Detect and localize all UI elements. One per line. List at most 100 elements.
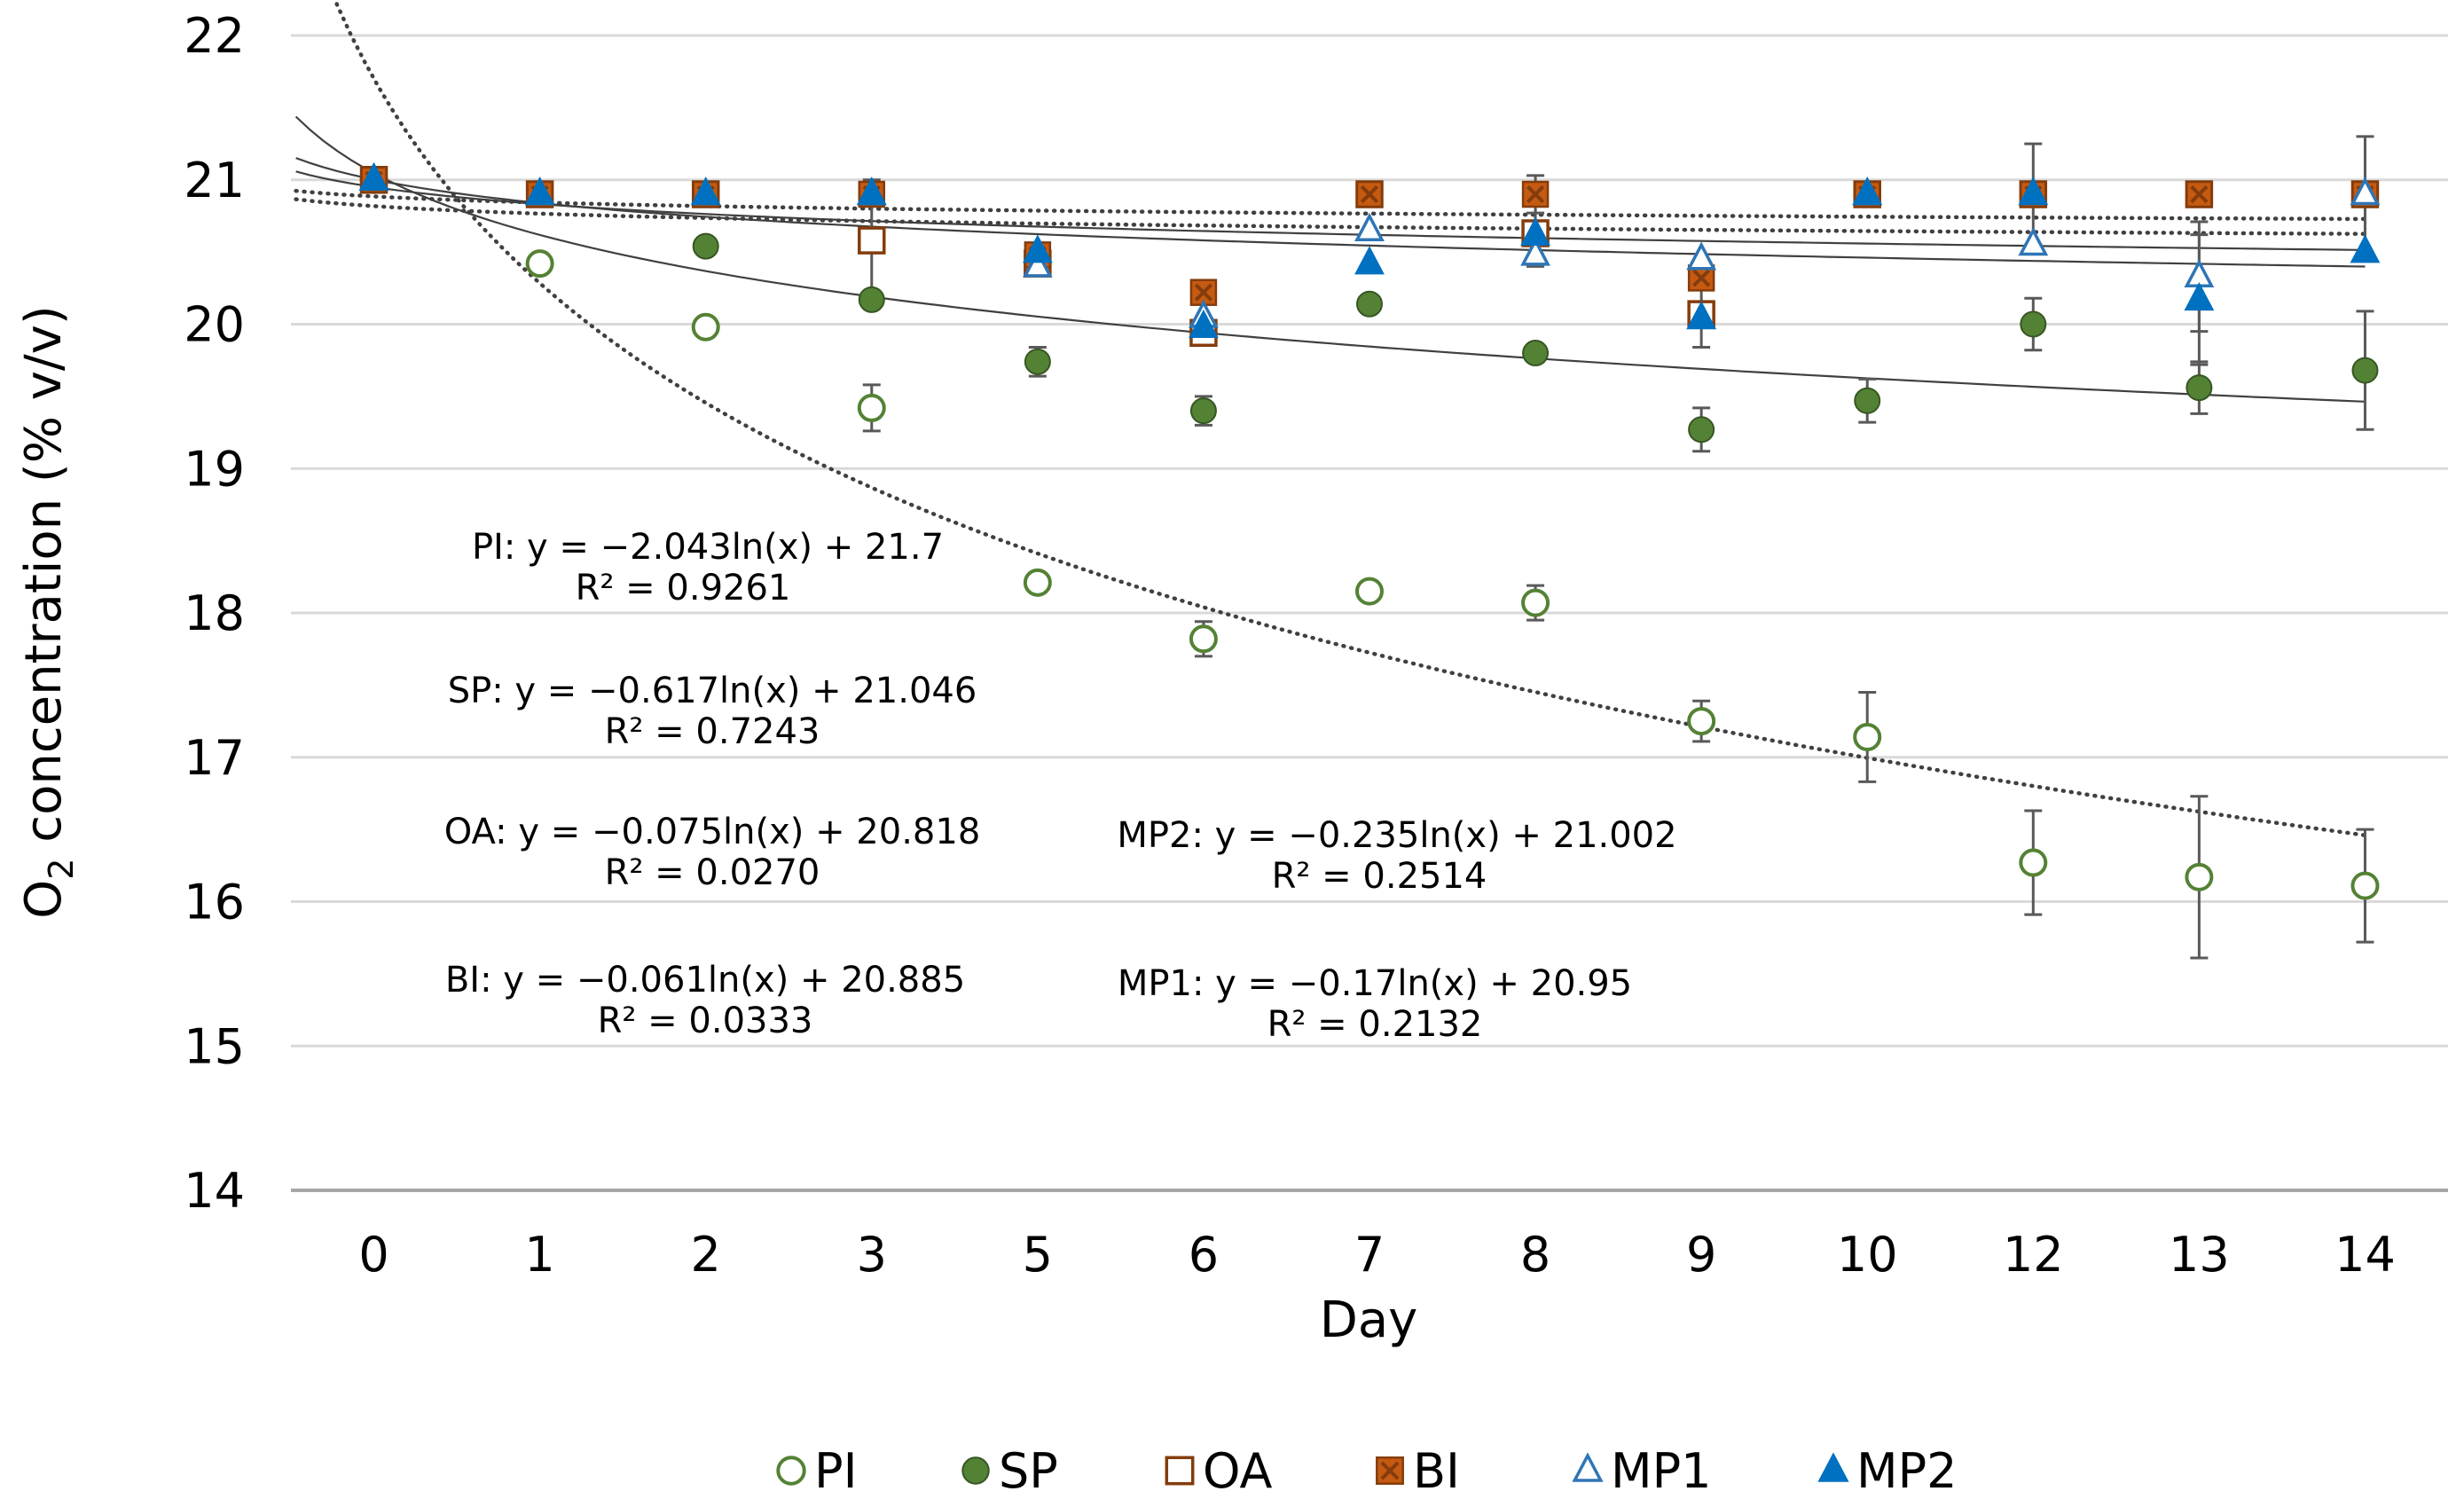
point-mp2-8 <box>1520 216 1550 246</box>
marker-shape <box>525 249 554 279</box>
marker-cross <box>1380 1461 1400 1480</box>
point-mp2-13 <box>2184 281 2215 311</box>
marker-shape <box>1356 290 1383 318</box>
equation-oa: OA: y = −0.075ln(x) + 20.818 <box>444 812 981 852</box>
y-tick-label-14: 14 <box>184 1163 245 1219</box>
marker-shape <box>1355 577 1384 606</box>
marker-shape <box>1688 416 1715 443</box>
marker-cross <box>2190 184 2209 204</box>
marker-shape <box>1189 624 1218 654</box>
marker-shape <box>1853 722 1882 751</box>
equation-mp2: MP2: y = −0.235ln(x) + 21.002 <box>1117 815 1676 856</box>
point-pi-10 <box>1853 722 1882 751</box>
marker-shape <box>1022 234 1053 263</box>
point-sp-10 <box>1854 387 1881 414</box>
point-mp2-14 <box>2350 234 2381 263</box>
legend-item-oa: OA <box>1165 1443 1273 1499</box>
y-tick-label-17: 17 <box>184 730 245 786</box>
marker-shape <box>1022 248 1053 278</box>
y-tick-label-20: 20 <box>184 297 245 353</box>
x-axis-label: Day <box>1320 1291 1418 1349</box>
point-pi-12 <box>2019 848 2048 877</box>
point-bi-8 <box>1521 180 1550 208</box>
x-tick-label-13: 13 <box>2169 1227 2230 1283</box>
point-pi-1 <box>525 249 554 279</box>
point-mp2-10 <box>1852 177 1883 206</box>
trendline-bi <box>294 188 2367 222</box>
legend-marker-bi <box>1376 1456 1404 1485</box>
r2-sp: R² = 0.7243 <box>605 711 820 752</box>
data-points <box>358 161 2381 900</box>
marker-shape <box>1165 1456 1195 1486</box>
marker-shape <box>1572 1452 1604 1482</box>
marker-shape <box>2018 227 2049 256</box>
marker-shape <box>1354 246 1385 275</box>
marker-shape <box>2185 862 2214 891</box>
point-pi-3 <box>857 393 886 422</box>
point-pi-14 <box>2350 871 2380 900</box>
marker-shape <box>1354 212 1385 241</box>
x-tick-label-6: 6 <box>1189 1227 1219 1283</box>
point-bi-13 <box>2185 180 2213 208</box>
equation-pi: PI: y = −2.043ln(x) + 21.7 <box>472 527 944 568</box>
marker-cross <box>1194 283 1213 302</box>
marker-shape <box>358 161 389 191</box>
legend-marker-mp1 <box>1572 1452 1604 1482</box>
legend-item-pi: PI <box>776 1443 858 1499</box>
point-mp1-8 <box>1520 237 1550 266</box>
equation-mp1: MP1: y = −0.17ln(x) + 20.95 <box>1118 963 1632 1004</box>
marker-shape <box>858 286 885 313</box>
point-mp2-2 <box>690 177 721 206</box>
point-mp2-6 <box>1189 309 1219 339</box>
legend-label-mp2: MP2 <box>1856 1443 1958 1499</box>
trendline-equations: PI: y = −2.043ln(x) + 21.7 R² = 0.9261 S… <box>444 527 1677 1045</box>
point-sp-12 <box>2020 310 2047 338</box>
marker-shape <box>1189 397 1217 425</box>
legend-marker-pi <box>776 1456 806 1486</box>
marker-shape <box>1687 707 1716 736</box>
legend-item-sp: SP <box>961 1443 1058 1499</box>
point-mp2-0 <box>358 161 389 191</box>
marker-shape <box>2185 374 2213 402</box>
legend-label-oa: OA <box>1203 1443 1273 1499</box>
marker-shape <box>690 177 721 206</box>
trendline-mp2 <box>295 157 2366 268</box>
y-tick-label-22: 22 <box>184 8 245 64</box>
x-tick-label-1: 1 <box>524 1227 554 1283</box>
x-tick-label-0: 0 <box>358 1227 388 1283</box>
marker-shape <box>1520 216 1550 246</box>
marker-shape <box>2350 234 2381 263</box>
marker-shape <box>858 226 886 255</box>
point-mp2-7 <box>1354 246 1385 275</box>
x-tick-labels: 0 1 2 3 5 6 7 8 9 10 12 13 14 <box>358 1227 2395 1283</box>
marker-shape <box>691 312 720 341</box>
marker-shape <box>1024 348 1051 375</box>
point-sp-9 <box>1688 416 1715 443</box>
marker-shape <box>1854 387 1881 414</box>
point-mp1-12 <box>2018 227 2049 256</box>
point-mp1-14 <box>2350 177 2381 206</box>
point-sp-14 <box>2351 357 2379 384</box>
marker-shape <box>1520 237 1550 266</box>
point-sp-5 <box>1024 348 1051 375</box>
trendline-oa <box>294 197 2367 236</box>
marker-shape <box>1521 180 1550 208</box>
y-tick-label-16: 16 <box>184 875 245 930</box>
y-axis-label-prefix: O <box>15 880 73 919</box>
point-mp1-9 <box>1686 241 1717 271</box>
point-sp-2 <box>692 232 719 260</box>
trendline-pi <box>333 0 2367 837</box>
r2-bi: R² = 0.0333 <box>598 1001 813 1041</box>
marker-shape <box>1521 588 1550 617</box>
y-tick-label-15: 15 <box>184 1018 245 1074</box>
marker-shape <box>857 393 886 422</box>
marker-shape <box>1189 309 1219 339</box>
legend-item-bi: BI <box>1376 1443 1460 1499</box>
point-mp1-5 <box>1022 248 1053 278</box>
x-tick-label-3: 3 <box>857 1227 887 1283</box>
trendline-mp1 <box>295 170 2366 251</box>
x-tick-label-9: 9 <box>1686 1227 1716 1283</box>
marker-shape <box>961 1456 990 1485</box>
point-sp-6 <box>1189 397 1217 425</box>
x-tick-label-8: 8 <box>1520 1227 1550 1283</box>
